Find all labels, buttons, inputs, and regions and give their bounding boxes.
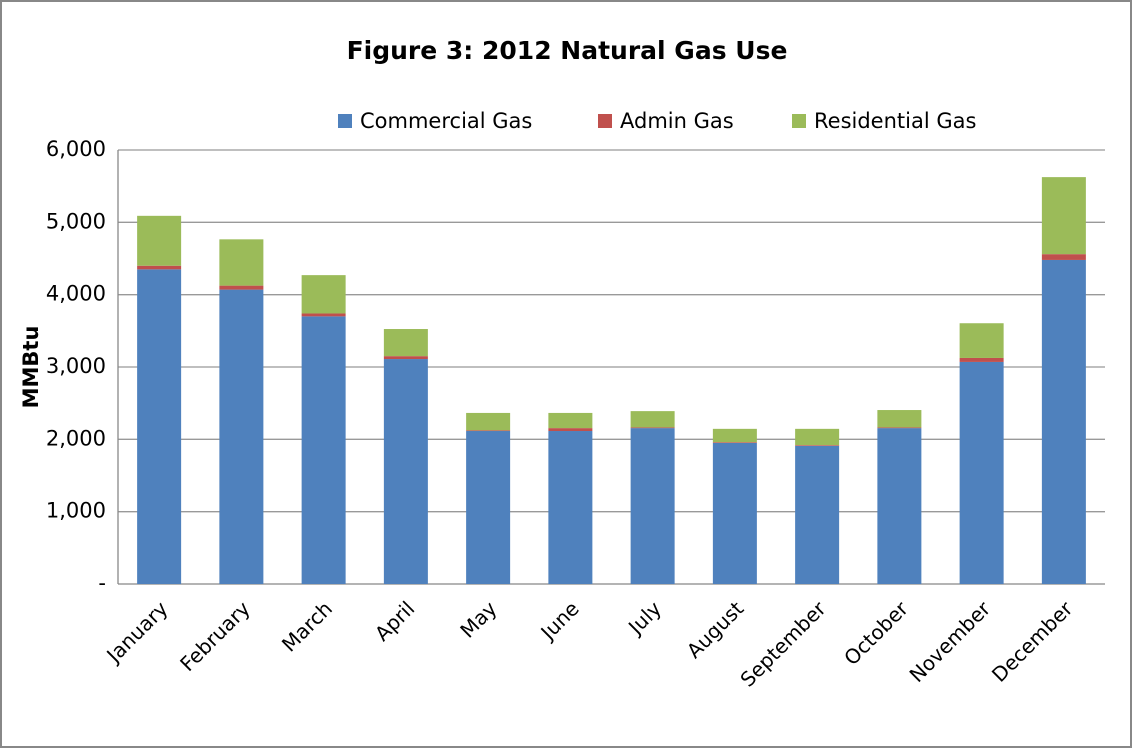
y-tick-label: 5,000	[46, 209, 106, 233]
y-tick-label: 1,000	[46, 499, 106, 523]
y-tick-label: 6,000	[46, 137, 106, 161]
chart-title: Figure 3: 2012 Natural Gas Use	[347, 36, 788, 65]
y-tick-label: 3,000	[46, 354, 106, 378]
bar-segment	[466, 431, 511, 584]
bar-segment	[877, 410, 922, 428]
y-axis-label: MMBtu	[19, 326, 43, 409]
bar-segment	[630, 428, 675, 584]
bar-segment	[219, 289, 264, 584]
legend-swatch	[792, 114, 806, 128]
bar-segment	[383, 359, 428, 584]
bar-segment	[548, 412, 593, 429]
legend-label: Admin Gas	[620, 109, 734, 133]
legend-label: Residential Gas	[814, 109, 976, 133]
y-tick-label: -	[98, 571, 106, 595]
bar-segment	[301, 275, 346, 314]
y-tick-label: 2,000	[46, 426, 106, 450]
bar-segment	[1041, 254, 1086, 260]
bar-segment	[795, 445, 840, 446]
bar-segment	[712, 442, 757, 443]
bar-segment	[383, 356, 428, 360]
bar-segment	[630, 411, 675, 428]
bar-segment	[795, 428, 840, 446]
bar-segment	[466, 412, 511, 431]
bar-segment	[219, 239, 264, 286]
bar-segment	[301, 316, 346, 584]
bar-segment	[712, 428, 757, 443]
bar-segment	[548, 428, 593, 432]
bar-segment	[1041, 259, 1086, 584]
bar-segment	[137, 265, 182, 270]
bar-segment	[137, 269, 182, 584]
bar-segment	[795, 445, 840, 584]
bar-segment	[137, 215, 182, 266]
bar-segment	[548, 431, 593, 584]
bar-segment	[877, 428, 922, 584]
bar-segment	[301, 313, 346, 317]
bar-segment	[959, 323, 1004, 358]
y-tick-label: 4,000	[46, 282, 106, 306]
bar-segment	[219, 285, 264, 290]
legend-swatch	[338, 114, 352, 128]
bar-segment	[383, 329, 428, 357]
bar-segment	[630, 427, 675, 429]
bar-segment	[466, 430, 511, 432]
bar-segment	[1041, 177, 1086, 255]
bar-segment	[959, 357, 1004, 362]
bar-segment	[877, 427, 922, 429]
legend-swatch	[598, 114, 612, 128]
bar-segment	[959, 361, 1004, 584]
bar-segment	[712, 442, 757, 584]
legend-label: Commercial Gas	[360, 109, 532, 133]
